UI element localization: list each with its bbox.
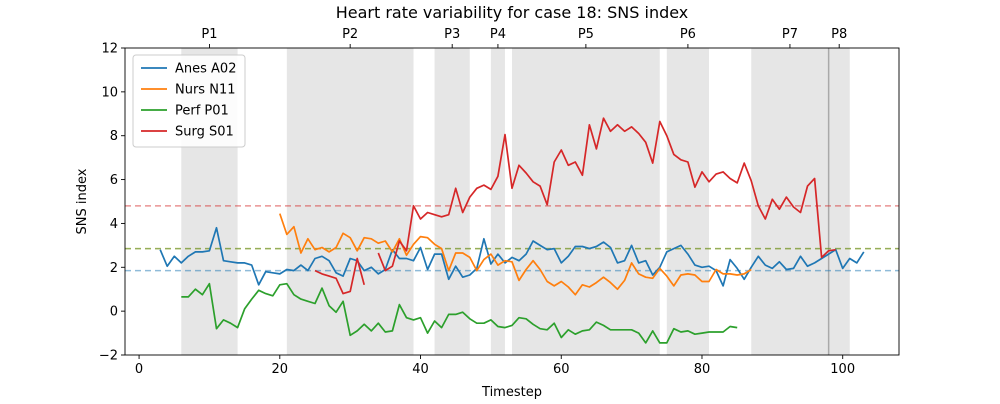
series-line-perf-p01 [181, 282, 738, 344]
phase-span-p6 [666, 48, 710, 355]
phase-labels: P1 P2 P3 P4 P5 P6 P7 P8 [201, 27, 847, 48]
phase-span-p2 [286, 48, 414, 355]
phase-label-p6: P6 [680, 27, 696, 42]
legend-label-nurs-n11: Nurs N11 [175, 83, 235, 98]
phase-spans [181, 48, 850, 355]
x-tick-label-80: 80 [694, 362, 711, 377]
x-tick-label-100: 100 [830, 362, 855, 377]
y-tick-label-8: 8 [110, 129, 118, 144]
chart-title: Heart rate variability for case 18: SNS … [336, 3, 689, 22]
phase-span-p5 [512, 48, 660, 355]
series-line-surg-s01-2 [377, 117, 836, 272]
y-axis-label: SNS index [75, 168, 90, 234]
y-tick-label-0: 0 [110, 305, 118, 320]
x-axis-ticks: 0 20 40 60 80 100 [135, 355, 855, 377]
legend-label-anes-a02: Anes A02 [175, 62, 236, 77]
x-tick-label-40: 40 [412, 362, 429, 377]
phase-label-p1: P1 [201, 27, 217, 42]
phase-label-p8: P8 [831, 27, 847, 42]
y-tick-label--2: −2 [99, 349, 118, 364]
phase-label-p5: P5 [578, 27, 594, 42]
series-line-nurs-n11 [278, 213, 752, 296]
series-line-surg-s01-1 [314, 257, 366, 295]
plot-frame [124, 47, 900, 356]
legend-box [132, 54, 246, 148]
legend: Anes A02 Nurs N11 Perf P01 Surg S01 [132, 54, 246, 148]
legend-label-perf-p01: Perf P01 [175, 104, 229, 119]
y-tick-label-6: 6 [110, 173, 118, 188]
phase-label-p4: P4 [490, 27, 506, 42]
y-tick-label-12: 12 [101, 42, 118, 57]
series-line-anes-a02 [159, 226, 865, 287]
phase-span-p8 [828, 48, 850, 355]
x-tick-label-60: 60 [553, 362, 570, 377]
phase-label-p3: P3 [444, 27, 460, 42]
phase-span-p4 [490, 48, 505, 355]
phase-label-p7: P7 [782, 27, 798, 42]
y-tick-label-2: 2 [110, 261, 118, 276]
data-series [159, 117, 865, 344]
y-tick-label-10: 10 [101, 85, 118, 100]
y-axis-ticks: −2 0 2 4 6 8 10 12 [99, 42, 125, 364]
x-axis-label: Timestep [481, 385, 542, 400]
y-tick-label-4: 4 [110, 217, 118, 232]
x-tick-label-0: 0 [135, 362, 143, 377]
x-tick-label-20: 20 [272, 362, 289, 377]
legend-label-surg-s01: Surg S01 [175, 125, 234, 140]
phase-label-p2: P2 [342, 27, 358, 42]
